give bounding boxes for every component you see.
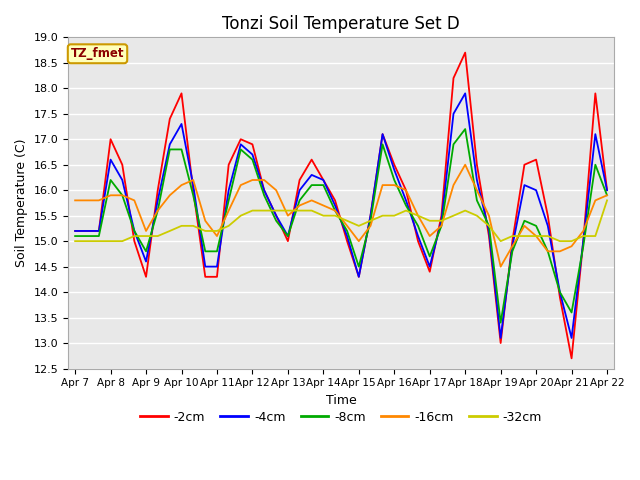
Title: Tonzi Soil Temperature Set D: Tonzi Soil Temperature Set D	[222, 15, 460, 33]
X-axis label: Time: Time	[326, 394, 356, 407]
Legend: -2cm, -4cm, -8cm, -16cm, -32cm: -2cm, -4cm, -8cm, -16cm, -32cm	[135, 406, 547, 429]
Text: TZ_fmet: TZ_fmet	[71, 47, 124, 60]
Y-axis label: Soil Temperature (C): Soil Temperature (C)	[15, 139, 28, 267]
